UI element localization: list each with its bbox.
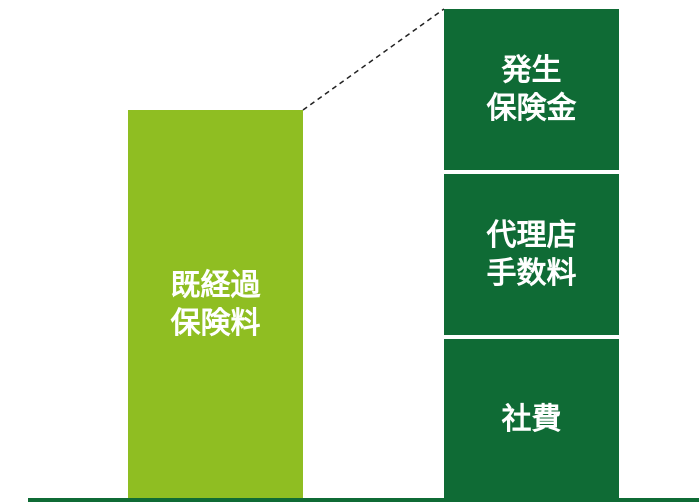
agency-commission-segment: 代理店 手数料 bbox=[444, 174, 619, 335]
cost-breakdown-stack: 発生 保険金 代理店 手数料 社費 bbox=[444, 9, 619, 500]
earned-premium-label: 既経過 保険料 bbox=[170, 268, 261, 341]
incurred-claims-segment: 発生 保険金 bbox=[444, 9, 619, 170]
company-expenses-label: 社費 bbox=[501, 401, 562, 437]
incurred-claims-label: 発生 保険金 bbox=[486, 52, 577, 126]
earned-premium-bar: 既経過 保険料 bbox=[128, 110, 303, 500]
agency-commission-label: 代理店 手数料 bbox=[486, 217, 577, 291]
baseline bbox=[28, 498, 699, 502]
company-expenses-segment: 社費 bbox=[444, 339, 619, 500]
